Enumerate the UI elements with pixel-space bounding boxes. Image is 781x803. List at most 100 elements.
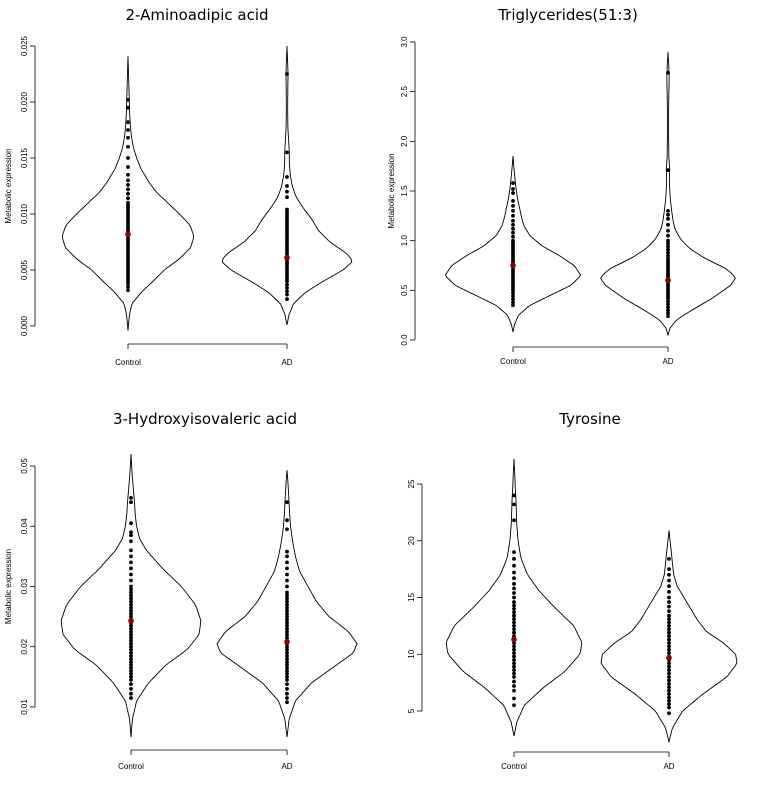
data-point — [667, 664, 671, 669]
data-point — [129, 587, 133, 592]
data-point — [512, 607, 516, 611]
data-point — [129, 647, 133, 652]
data-point — [512, 586, 516, 591]
data-point — [285, 596, 289, 601]
data-point — [511, 218, 515, 223]
chart-panel-0: 2-Aminoadipic acid 0.000 0.005 0.010 0.015 0.… — [4, 6, 353, 367]
data-point — [512, 624, 516, 628]
data-point — [667, 567, 671, 571]
data-point — [129, 496, 133, 500]
data-point — [511, 297, 515, 302]
data-point — [129, 682, 133, 686]
data-point — [666, 308, 670, 313]
y-axis-title: Metabolic expression — [387, 153, 396, 228]
data-point — [667, 685, 671, 690]
chart-panel-3: Tyrosine 5 10 15 20 25 Control AD — [407, 410, 738, 771]
data-point — [667, 630, 671, 635]
violin-ad — [221, 45, 353, 325]
x-tick-label: AD — [662, 357, 673, 366]
data-point — [666, 238, 670, 243]
data-point — [129, 665, 133, 670]
data-point — [512, 502, 516, 507]
data-point — [666, 241, 670, 246]
data-point — [126, 196, 130, 201]
data-point — [666, 70, 670, 75]
data-point — [285, 665, 289, 670]
x-tick-label: AD — [281, 762, 292, 771]
x-tick-label: AD — [281, 358, 292, 367]
data-point — [666, 222, 670, 227]
violin-control — [444, 156, 582, 333]
data-point — [126, 288, 130, 293]
data-point — [666, 168, 670, 173]
data-point — [285, 72, 289, 76]
data-point — [129, 678, 133, 682]
data-point — [667, 695, 671, 700]
data-point — [285, 662, 289, 667]
data-point — [285, 590, 289, 595]
data-point — [129, 608, 133, 613]
data-point — [285, 644, 289, 649]
data-point — [512, 493, 516, 498]
data-point — [129, 614, 133, 619]
data-point — [512, 675, 516, 679]
data-point — [512, 557, 516, 561]
data-point — [129, 638, 133, 643]
data-point — [126, 183, 130, 187]
data-point — [511, 187, 515, 191]
data-point — [285, 289, 289, 294]
data-point — [512, 613, 516, 618]
data-point — [667, 692, 671, 696]
data-point — [667, 702, 671, 707]
median-marker — [666, 654, 672, 661]
y-tick-label: 0.03 — [20, 578, 29, 594]
data-point — [511, 238, 515, 243]
violin-control — [445, 458, 583, 737]
data-point — [129, 623, 133, 628]
data-point — [667, 641, 671, 645]
data-point — [666, 253, 670, 258]
y-tick-label: 0.01 — [20, 699, 29, 715]
data-point — [129, 611, 133, 616]
data-point — [126, 284, 130, 289]
data-point — [285, 593, 289, 598]
median-marker — [665, 277, 671, 284]
data-point — [511, 204, 515, 208]
data-point — [667, 644, 671, 649]
y-tick-label: 0.010 — [20, 203, 29, 224]
data-point — [511, 303, 515, 308]
data-point — [285, 297, 289, 301]
violin-control — [61, 56, 195, 331]
data-point — [666, 216, 670, 221]
data-point — [285, 675, 289, 679]
data-point — [285, 292, 289, 297]
data-point — [511, 191, 515, 195]
data-point — [285, 175, 289, 179]
violin-ad — [216, 470, 358, 738]
data-point — [285, 614, 289, 619]
data-point — [285, 617, 289, 622]
data-point — [129, 672, 133, 676]
data-point — [667, 705, 671, 710]
data-point — [129, 533, 133, 538]
y-tick-label: 2.0 — [400, 135, 409, 147]
data-point — [512, 591, 516, 595]
data-point — [129, 500, 133, 505]
data-point — [129, 584, 133, 589]
y-tick-label: 2.5 — [400, 86, 409, 98]
data-point — [126, 178, 130, 183]
data-point — [512, 627, 516, 632]
data-point — [511, 226, 515, 231]
median-marker — [510, 262, 516, 269]
data-point — [129, 632, 133, 637]
y-axis-title: Metabolic expression — [4, 549, 13, 624]
data-point — [511, 300, 515, 305]
y-tick-label: 0.05 — [20, 458, 29, 474]
data-point — [512, 671, 516, 676]
data-point — [129, 572, 133, 577]
data-point — [512, 617, 516, 621]
data-point — [667, 634, 671, 638]
data-point — [285, 195, 289, 200]
data-point — [667, 604, 671, 609]
chart-panel-2: 3-Hydroxyisovaleric acid 0.01 0.02 0.03 0.04… — [4, 410, 358, 771]
